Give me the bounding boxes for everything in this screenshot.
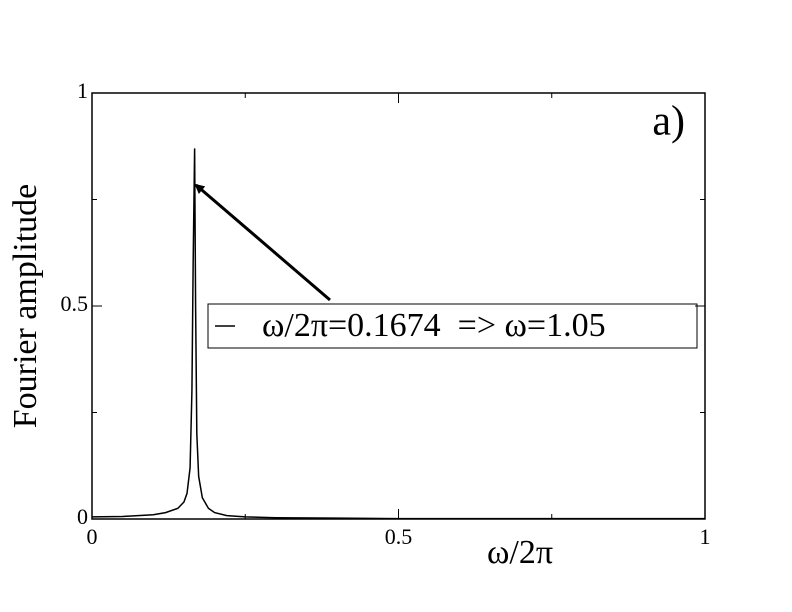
annotation-arrow <box>194 183 331 302</box>
x-tick-label: 0.5 <box>385 524 413 549</box>
y-tick-label: 0.5 <box>61 291 89 316</box>
y-tick-label: 1 <box>77 78 88 103</box>
panel-label: a) <box>652 99 685 145</box>
legend-label: ω/2π=0.1674 => ω=1.05 <box>262 307 606 344</box>
x-tick-label: 1 <box>700 524 711 549</box>
y-tick-label: 0 <box>77 504 88 529</box>
x-axis-label: ω/2π <box>487 534 553 571</box>
legend-box <box>207 303 698 349</box>
x-tick-label: 0 <box>87 524 98 549</box>
y-axis-label: Fourier amplitude <box>7 184 44 429</box>
data-line <box>91 148 705 520</box>
